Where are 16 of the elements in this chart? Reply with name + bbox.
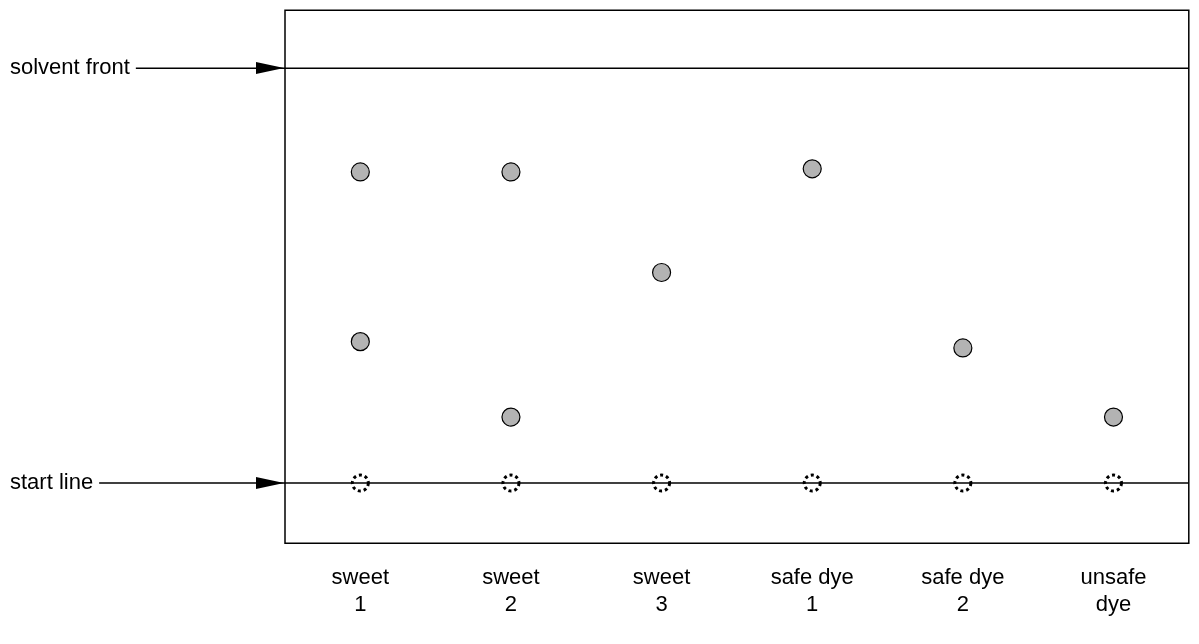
point <box>802 159 822 179</box>
x-tick-label: unsafe dye <box>1080 564 1147 616</box>
x-tick-label: sweet 1 <box>331 564 390 616</box>
x-tick-label: sweet 2 <box>482 564 540 616</box>
point <box>651 262 672 283</box>
point <box>953 338 973 358</box>
x-tick-label: safe dye 1 <box>770 564 854 616</box>
point <box>350 332 370 352</box>
point <box>501 162 521 182</box>
point <box>501 407 521 427</box>
x-tick-label: safe dye 2 <box>921 564 1005 616</box>
ref-line-label: start line <box>10 469 94 495</box>
ref-line-label: solvent front <box>10 54 130 80</box>
x-tick-label: sweet 3 <box>632 564 691 616</box>
point <box>1103 407 1124 427</box>
point <box>350 162 370 182</box>
